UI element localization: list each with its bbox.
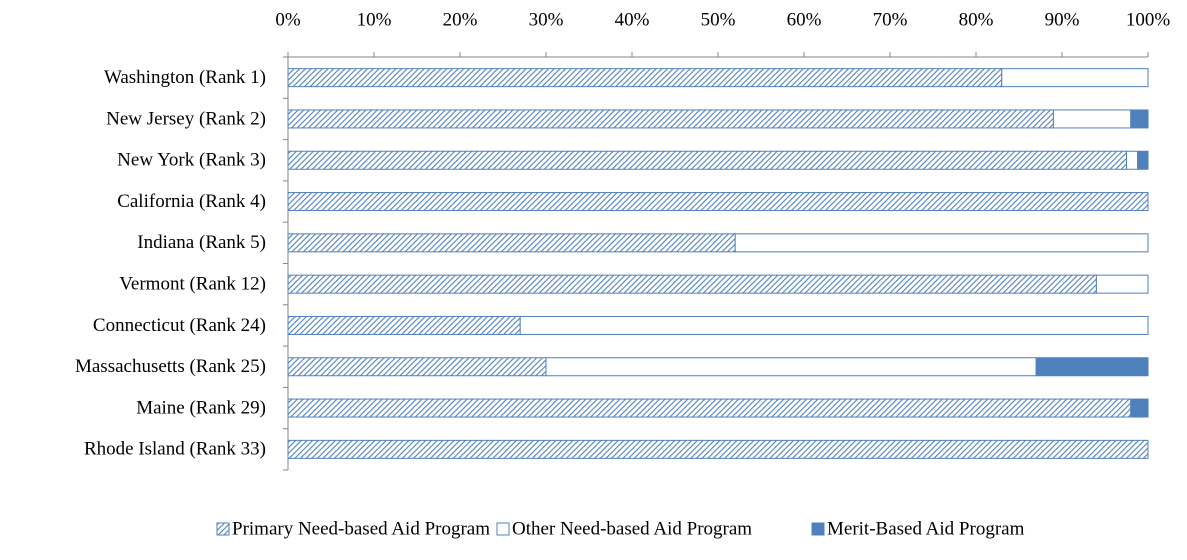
x-tick-label: 90% [1045, 9, 1080, 30]
bar-segment [287, 150, 1127, 170]
bar-segment [1126, 150, 1139, 170]
y-tick-label: Connecticut (Rank 24) [93, 315, 266, 336]
x-tick-label: 60% [787, 9, 822, 30]
bar-segment [734, 233, 1149, 253]
y-tick-label: Rhode Island (Rank 33) [84, 439, 266, 460]
bar-segment [287, 68, 1003, 88]
bar-segment [287, 357, 547, 377]
x-tick-label: 10% [357, 9, 392, 30]
bar-segment [287, 315, 521, 335]
x-tick-label: 100% [1126, 9, 1171, 30]
bar-segment [1130, 398, 1149, 418]
legend-label: Primary Need-based Aid Program [232, 518, 490, 539]
legend-swatch [496, 522, 510, 536]
bar-segment [1137, 150, 1149, 170]
bar-segment [1095, 274, 1149, 294]
x-tick-label: 0% [275, 9, 301, 30]
y-tick-label: Indiana (Rank 5) [137, 232, 266, 253]
legend-label: Merit-Based Aid Program [827, 518, 1025, 539]
bar-segment [519, 315, 1149, 335]
bar-segment [287, 398, 1132, 418]
bar-segment [287, 439, 1149, 459]
bar-segment [287, 109, 1054, 129]
y-tick-label: California (Rank 4) [117, 191, 266, 212]
bar-segment [1035, 357, 1149, 377]
y-tick-label: Washington (Rank 1) [104, 67, 266, 88]
y-tick-label: New Jersey (Rank 2) [106, 108, 266, 129]
y-tick-label: Vermont (Rank 12) [119, 274, 266, 295]
legend-label: Other Need-based Aid Program [512, 518, 752, 539]
x-tick-label: 50% [701, 9, 736, 30]
bar-segment [287, 274, 1097, 294]
x-tick-label: 70% [873, 9, 908, 30]
bar-segment [1001, 68, 1149, 88]
bar-segment [1130, 109, 1149, 129]
y-tick-label: Massachusetts (Rank 25) [75, 356, 266, 377]
bar-segment [287, 233, 736, 253]
x-tick-label: 40% [615, 9, 650, 30]
x-tick-label: 20% [443, 9, 478, 30]
y-tick-label: New York (Rank 3) [117, 150, 266, 171]
y-tick-label: Maine (Rank 29) [136, 397, 266, 418]
x-tick-label: 80% [959, 9, 994, 30]
bar-segment [1052, 109, 1132, 129]
x-tick-label: 30% [529, 9, 564, 30]
legend-swatch [811, 522, 825, 536]
legend-swatch [216, 522, 230, 536]
bar-segment [545, 357, 1037, 377]
bar-segment [287, 192, 1149, 212]
